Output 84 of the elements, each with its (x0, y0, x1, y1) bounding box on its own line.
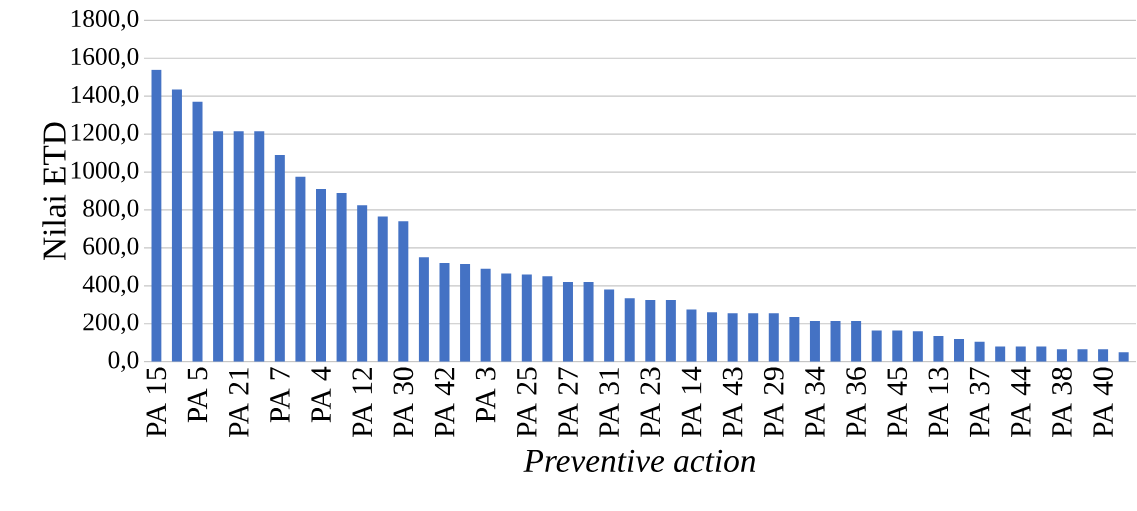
bar (213, 131, 224, 362)
x-tick-label: PA 34 (805, 366, 825, 438)
bar (727, 313, 738, 362)
y-axis-title: Nilai ETD (42, 122, 66, 260)
y-tick-label: 400,0 (82, 275, 139, 297)
bar (377, 216, 388, 362)
bar (1077, 349, 1088, 362)
bar (521, 274, 532, 362)
x-tick-label: PA 7 (270, 367, 290, 423)
x-tick-label: PA 42 (434, 368, 455, 438)
bar (933, 336, 944, 362)
bar (830, 320, 841, 362)
x-tick-label: PA 43 (722, 367, 743, 438)
bar (192, 101, 203, 362)
x-tick-label: PA 44 (1011, 366, 1031, 438)
x-tick-label: PA 31 (599, 368, 619, 438)
bar (336, 192, 347, 362)
bar (316, 189, 326, 362)
bar (254, 131, 265, 362)
x-tick-label: PA 3 (475, 367, 496, 423)
x-tick-label: PA 4 (311, 366, 331, 423)
bar (809, 320, 820, 362)
y-tick-label: 600,0 (83, 237, 139, 259)
bar (665, 300, 676, 362)
bar (686, 309, 697, 362)
bar (151, 69, 162, 362)
y-tick-label: 1200,0 (71, 123, 139, 145)
x-tick-label: PA 27 (558, 367, 578, 438)
x-tick-label: PA 25 (516, 367, 537, 438)
bar (233, 131, 244, 362)
bar (912, 331, 923, 362)
x-tick-label: PA 45 (887, 367, 908, 438)
y-tick-label: 1000,0 (71, 161, 139, 183)
bar (995, 346, 1006, 362)
bar (1015, 346, 1026, 362)
bar (1036, 346, 1047, 362)
bar (604, 289, 615, 362)
bar (562, 282, 573, 362)
bar (1098, 349, 1109, 362)
bar (871, 330, 882, 362)
bar (954, 338, 965, 362)
bar (707, 312, 718, 362)
bar (501, 273, 512, 362)
x-tick-label: PA 15 (146, 367, 167, 438)
y-tick-label: 1800,0 (71, 9, 139, 31)
x-tick-label: PA 38 (1052, 367, 1072, 438)
bar (439, 263, 450, 362)
bar (974, 341, 985, 362)
bar (768, 313, 779, 362)
x-tick-label: PA 40 (1093, 367, 1113, 438)
bar (851, 320, 862, 362)
bar (480, 268, 491, 362)
bar (892, 330, 903, 362)
x-tick-label: PA 36 (846, 367, 866, 438)
y-tick-label: 800,0 (83, 199, 139, 221)
y-tick-label: 200,0 (83, 313, 139, 335)
x-tick-label: PA 23 (640, 367, 661, 438)
x-tick-label: PA 37 (969, 367, 990, 438)
x-tick-label: PA 12 (352, 368, 372, 438)
bar (171, 89, 182, 362)
bar (624, 298, 635, 362)
x-tick-label: PA 30 (393, 367, 414, 438)
bar (1118, 352, 1129, 362)
bar (748, 313, 759, 362)
bar (542, 276, 553, 362)
bar (274, 154, 285, 362)
x-tick-label: PA 5 (187, 367, 208, 423)
bar (398, 221, 409, 362)
y-tick-label: 1400,0 (71, 85, 139, 107)
bar (357, 205, 368, 362)
x-tick-label: PA 14 (681, 366, 702, 438)
x-tick-label: PA 29 (763, 367, 784, 438)
y-tick-label: 1600,0 (71, 47, 139, 69)
bar (645, 300, 656, 362)
x-axis-title: Preventive action (523, 449, 756, 473)
bar (1056, 349, 1067, 362)
bar (789, 317, 800, 362)
bar (460, 264, 471, 362)
bar (418, 257, 429, 362)
bar (583, 282, 594, 362)
x-tick-label: PA 13 (928, 367, 949, 438)
y-tick-label: 0,0 (108, 351, 139, 373)
bar (295, 176, 306, 362)
x-tick-label: PA 21 (228, 368, 249, 438)
